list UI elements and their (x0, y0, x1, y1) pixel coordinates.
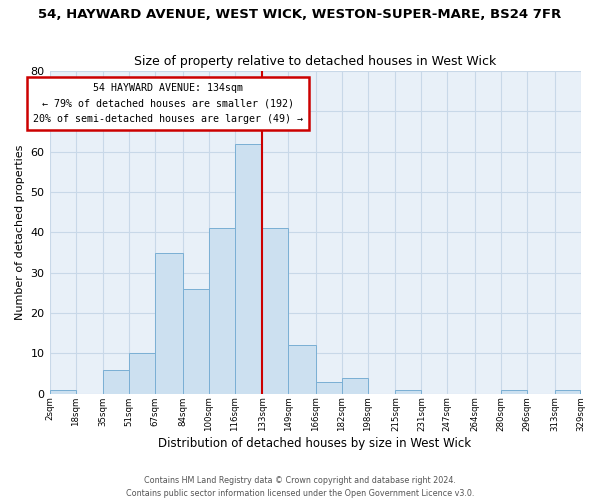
Bar (501, 390, 527, 394)
Text: Contains HM Land Registry data © Crown copyright and database right 2024.
Contai: Contains HM Land Registry data © Crown c… (126, 476, 474, 498)
Bar (395, 390, 421, 394)
Bar (235, 144, 262, 394)
Text: 54, HAYWARD AVENUE, WEST WICK, WESTON-SUPER-MARE, BS24 7FR: 54, HAYWARD AVENUE, WEST WICK, WESTON-SU… (38, 8, 562, 20)
Bar (316, 382, 342, 394)
Bar (209, 228, 235, 394)
Title: Size of property relative to detached houses in West Wick: Size of property relative to detached ho… (134, 56, 496, 68)
Bar (129, 354, 155, 394)
X-axis label: Distribution of detached houses by size in West Wick: Distribution of detached houses by size … (158, 437, 472, 450)
Bar (103, 370, 129, 394)
Y-axis label: Number of detached properties: Number of detached properties (15, 144, 25, 320)
Bar (155, 252, 182, 394)
Bar (342, 378, 368, 394)
Bar (262, 228, 288, 394)
Bar (50, 390, 76, 394)
Bar (554, 390, 580, 394)
Bar (182, 289, 209, 394)
Text: 54 HAYWARD AVENUE: 134sqm
← 79% of detached houses are smaller (192)
20% of semi: 54 HAYWARD AVENUE: 134sqm ← 79% of detac… (33, 83, 303, 124)
Bar (288, 346, 316, 394)
